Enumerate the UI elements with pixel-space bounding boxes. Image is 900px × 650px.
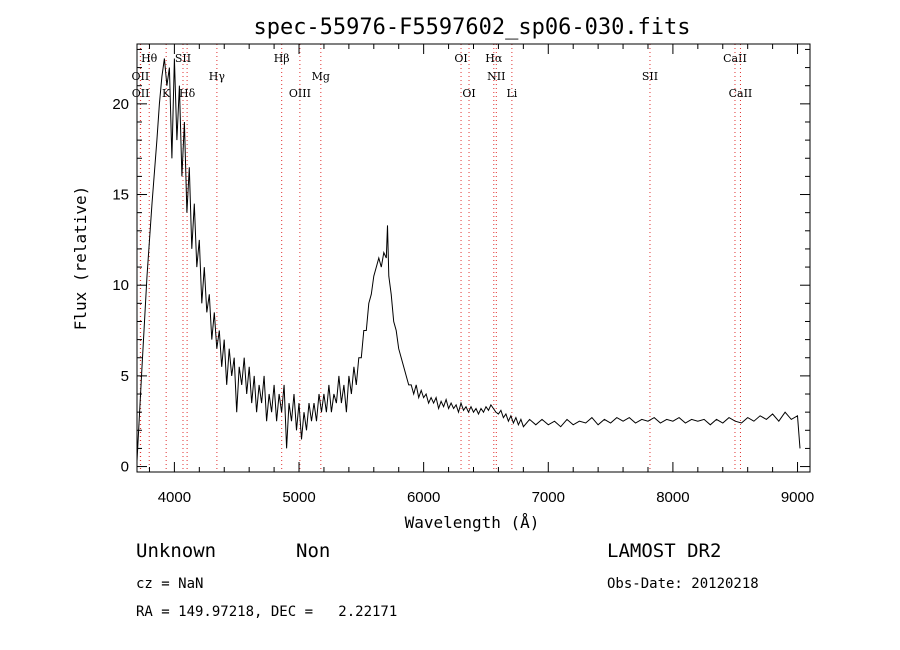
x-tick-label: 5000	[282, 489, 315, 506]
x-tick-label: 4000	[158, 489, 191, 506]
y-tick-label: 5	[121, 368, 129, 385]
observation-date: Obs-Date: 20120218	[607, 576, 759, 592]
line-marker-label: Hβ	[274, 52, 290, 65]
x-tick-label: 6000	[407, 489, 440, 506]
chart-title: spec-55976-F5597602_sp06-030.fits	[253, 15, 690, 40]
object-subclass: Non	[296, 540, 331, 562]
line-marker-label: Hδ	[179, 87, 196, 100]
redshift-readout: cz = NaN	[136, 576, 204, 592]
y-tick-label: 0	[121, 459, 129, 476]
x-tick-label: 9000	[781, 489, 814, 506]
x-axis-label: Wavelength (Å)	[405, 513, 540, 532]
y-axis: 0 5 10 15 20	[112, 48, 810, 476]
plot-frame	[136, 43, 811, 473]
line-marker-label: OII	[132, 87, 150, 100]
line-marker-label: OI	[454, 52, 467, 65]
survey-name: LAMOST DR2	[607, 540, 722, 562]
line-marker-label: SII	[175, 52, 191, 65]
x-tick-label: 7000	[532, 489, 565, 506]
line-marker-label: Hθ	[141, 52, 158, 65]
spectrum-series	[136, 58, 801, 462]
coordinates-readout: RA = 149.97218, DEC = 2.22171	[136, 604, 398, 620]
line-marker-label: Mg	[312, 70, 330, 83]
line-marker-label: CaII	[723, 52, 747, 65]
x-tick-label: 8000	[656, 489, 689, 506]
line-marker-label: Hα	[485, 52, 503, 65]
object-class: Unknown	[136, 540, 217, 562]
line-marker-label: CaII	[729, 87, 753, 100]
y-tick-label: 15	[112, 187, 129, 204]
line-marker-label: NII	[487, 70, 505, 83]
line-marker-label: Li	[506, 87, 517, 100]
y-tick-label: 20	[112, 96, 129, 113]
spectrum-line-0	[136, 58, 801, 462]
y-tick-label: 10	[112, 277, 129, 294]
x-axis: 4000 5000 6000 7000 8000 9000	[148, 44, 814, 506]
line-marker-label: OI	[462, 87, 475, 100]
line-marker-label: OIII	[289, 87, 311, 100]
line-marker-label: Hγ	[209, 70, 226, 83]
y-axis-label: Flux (relative)	[71, 186, 90, 331]
line-marker-label: SII	[642, 70, 658, 83]
line-marker-label: K	[162, 87, 171, 100]
